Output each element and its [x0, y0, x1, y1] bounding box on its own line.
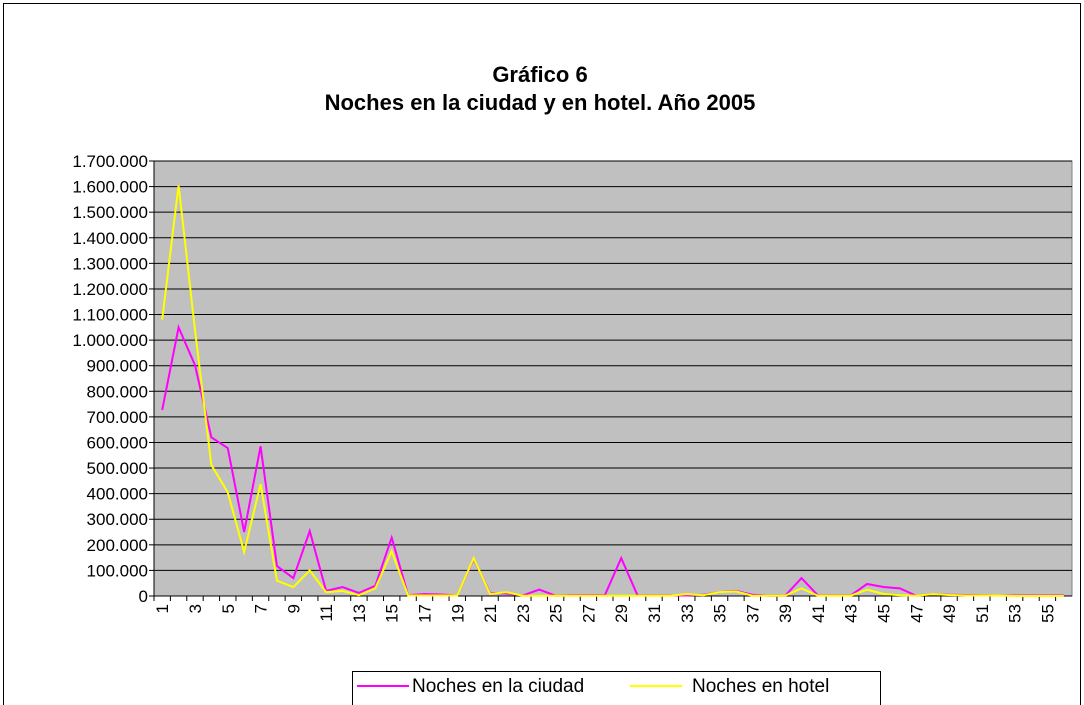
x-tick-label: 15	[383, 604, 402, 623]
x-tick-label: 13	[350, 604, 369, 623]
plot-area	[153, 160, 1073, 597]
y-tick-label: 0	[139, 587, 148, 606]
x-tick-label: 27	[579, 604, 598, 623]
y-tick-label: 1.500.000	[72, 203, 148, 222]
y-tick-label: 900.000	[87, 357, 148, 376]
x-tick-label: 33	[678, 604, 697, 623]
x-tick-label: 37	[743, 604, 762, 623]
x-tick-label: 39	[776, 604, 795, 623]
x-tick-label: 45	[874, 604, 893, 623]
x-tick-label: 29	[612, 604, 631, 623]
y-tick-label: 800.000	[87, 382, 148, 401]
y-tick-label: 500.000	[87, 459, 148, 478]
x-tick-label: 9	[284, 604, 303, 613]
chart-title: Gráfico 6	[492, 62, 587, 87]
x-tick-label: 1	[153, 604, 172, 613]
x-tick-label: 49	[940, 604, 959, 623]
x-tick-label: 7	[252, 604, 271, 613]
y-tick-label: 100.000	[87, 561, 148, 580]
y-tick-label: 600.000	[87, 433, 148, 452]
series-line	[161, 323, 1064, 597]
x-tick-label: 55	[1038, 604, 1057, 623]
y-tick-label: 1.700.000	[72, 152, 148, 171]
y-tick-label: 200.000	[87, 536, 148, 555]
x-tick-label: 53	[1006, 604, 1025, 623]
y-tick-label: 400.000	[87, 485, 148, 504]
y-tick-label: 1.600.000	[72, 178, 148, 197]
x-tick-label: 47	[907, 604, 926, 623]
legend-label: Noches en hotel	[692, 676, 829, 697]
x-tick-label: 35	[711, 604, 730, 623]
legend-box	[352, 671, 881, 705]
x-tick-label: 21	[481, 604, 500, 623]
x-tick-label: 51	[973, 604, 992, 623]
x-tick-label: 5	[219, 604, 238, 613]
y-tick-label: 700.000	[87, 408, 148, 427]
x-tick-label: 31	[645, 604, 664, 623]
legend-label: Noches en la ciudad	[412, 676, 584, 697]
y-tick-label: 1.300.000	[72, 254, 148, 273]
x-tick-label: 41	[809, 604, 828, 623]
y-tick-label: 1.100.000	[72, 306, 148, 325]
y-tick-label: 1.200.000	[72, 280, 148, 299]
series-line	[161, 185, 1064, 597]
x-tick-label: 11	[317, 604, 336, 622]
x-tick-label: 19	[448, 604, 467, 623]
chart-subtitle: Noches en la ciudad y en hotel. Año 2005	[325, 90, 756, 115]
x-tick-label: 17	[415, 604, 434, 623]
x-tick-label: 25	[547, 604, 566, 623]
y-tick-label: 1.400.000	[72, 229, 148, 248]
y-tick-label: 1.000.000	[72, 331, 148, 350]
x-tick-label: 3	[186, 604, 205, 613]
y-tick-label: 300.000	[87, 510, 148, 529]
x-tick-label: 23	[514, 604, 533, 623]
x-tick-label: 43	[842, 604, 861, 623]
